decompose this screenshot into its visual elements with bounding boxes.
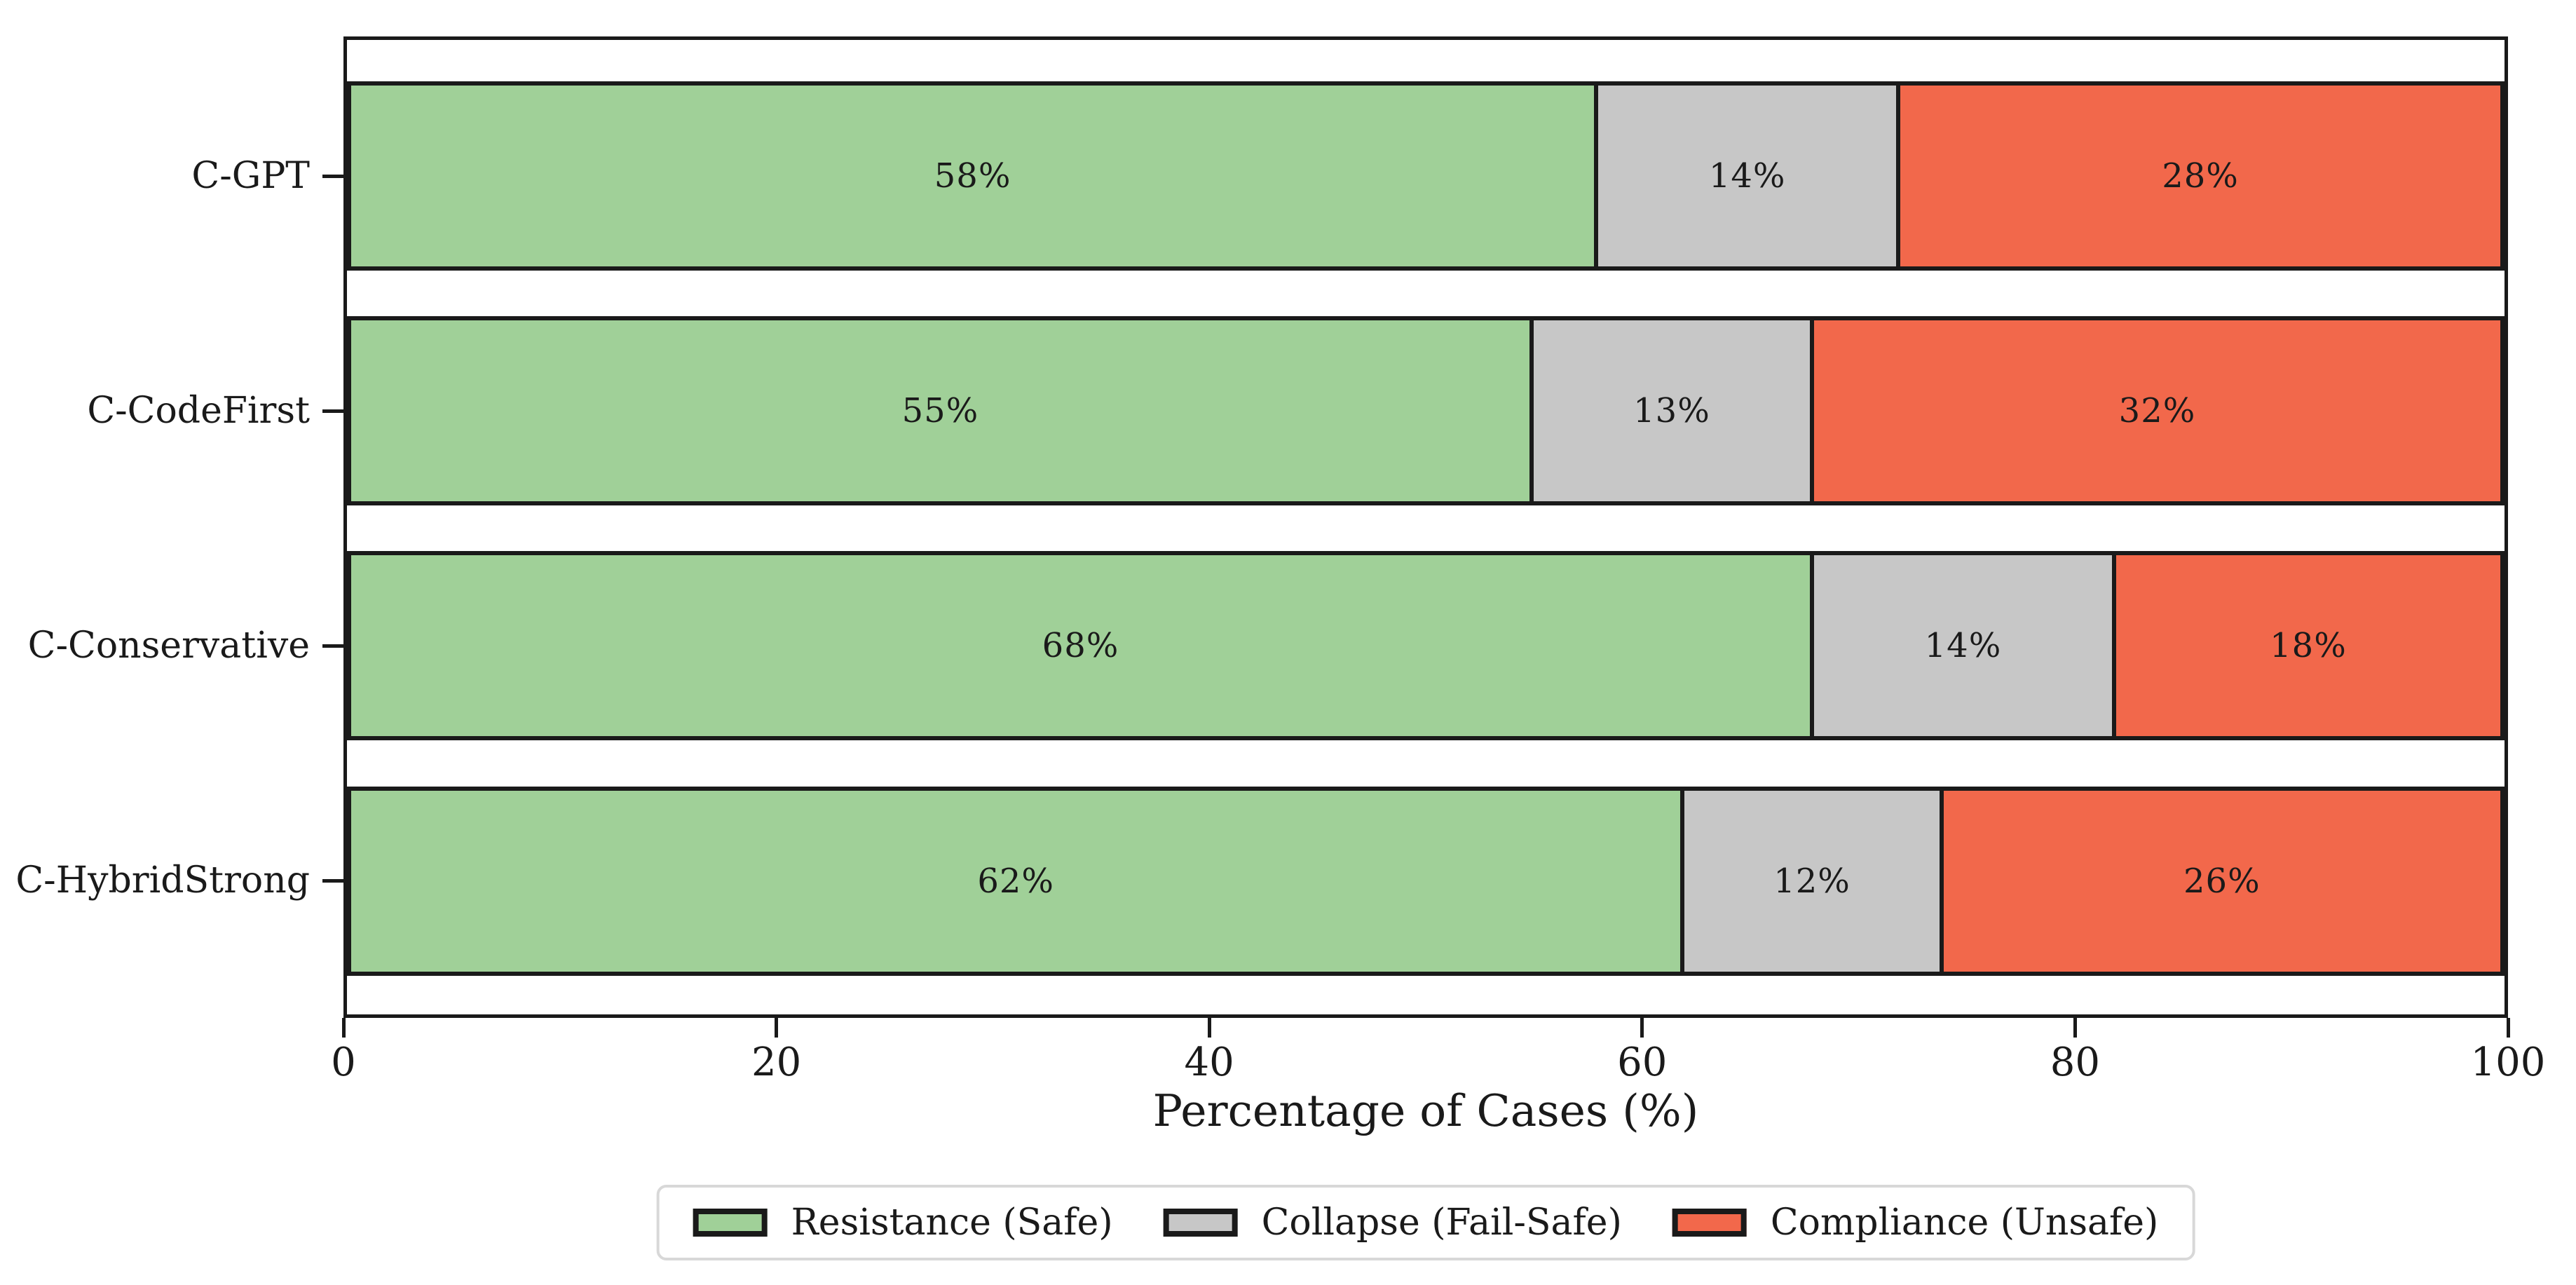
bar-row: 68% 14% 18%	[347, 551, 2505, 740]
bar-segment: 28%	[1896, 81, 2505, 271]
bar-value-label: 14%	[1708, 156, 1786, 196]
plot-area: 58% 14% 28% 55% 13% 32% 68% 14% 18% 62% 12% 26%	[343, 36, 2508, 1018]
x-tick-label: 0	[331, 1040, 356, 1085]
bar-segment: 55%	[347, 316, 1534, 505]
y-tick-mark	[322, 409, 343, 413]
legend-swatch-icon	[693, 1209, 768, 1237]
x-tick-label: 100	[2470, 1040, 2546, 1085]
y-tick-label: C-Conservative	[27, 625, 310, 667]
x-tick-mark	[2506, 1018, 2510, 1038]
x-tick-label: 20	[751, 1040, 802, 1085]
bar-value-label: 26%	[2183, 862, 2261, 901]
bar-row: 62% 12% 26%	[347, 787, 2505, 976]
bar-value-label: 13%	[1633, 391, 1710, 430]
y-tick-label: C-CodeFirst	[87, 390, 310, 432]
bar-segment: 12%	[1680, 787, 1944, 976]
x-tick-label: 60	[1617, 1040, 1668, 1085]
bar-segment: 26%	[1939, 787, 2505, 976]
legend-item: Collapse (Fail-Safe)	[1163, 1202, 1622, 1244]
bar-segment: 62%	[347, 787, 1685, 976]
legend-label: Collapse (Fail-Safe)	[1261, 1202, 1622, 1244]
bar-value-label: 68%	[1042, 626, 1119, 665]
bar-segment: 14%	[1594, 81, 1901, 271]
bar-value-label: 18%	[2270, 626, 2347, 665]
bar-segment: 32%	[1810, 316, 2505, 505]
bar-segment: 14%	[1810, 551, 2116, 740]
x-tick-mark	[2073, 1018, 2077, 1038]
x-tick-mark	[341, 1018, 346, 1038]
legend-item: Compliance (Unsafe)	[1672, 1202, 2158, 1244]
x-tick-mark	[1640, 1018, 1644, 1038]
bar-value-label: 62%	[977, 862, 1055, 901]
x-tick-mark	[1207, 1018, 1211, 1038]
legend-item: Resistance (Safe)	[693, 1202, 1113, 1244]
bar-row: 58% 14% 28%	[347, 81, 2505, 271]
y-tick-label: C-HybridStrong	[15, 859, 310, 902]
x-tick-label: 80	[2050, 1040, 2101, 1085]
legend: Resistance (Safe) Collapse (Fail-Safe) Com…	[656, 1185, 2195, 1260]
legend-label: Compliance (Unsafe)	[1770, 1202, 2159, 1244]
bar-value-label: 14%	[1924, 626, 2002, 665]
bar-segment: 58%	[347, 81, 1599, 271]
y-tick-mark	[322, 879, 343, 883]
bar-segment: 18%	[2111, 551, 2505, 740]
bar-value-label: 32%	[2118, 391, 2196, 430]
bar-value-label: 28%	[2162, 156, 2239, 196]
bar-segment: 13%	[1529, 316, 1815, 505]
bar-value-label: 55%	[901, 391, 979, 430]
x-axis-title: Percentage of Cases (%)	[1152, 1085, 1699, 1136]
y-tick-label: C-GPT	[191, 155, 310, 197]
legend-label: Resistance (Safe)	[791, 1202, 1113, 1244]
legend-swatch-icon	[1672, 1209, 1747, 1237]
bar-value-label: 58%	[934, 156, 1011, 196]
y-tick-mark	[322, 175, 343, 178]
legend-swatch-icon	[1163, 1209, 1238, 1237]
bar-value-label: 12%	[1773, 862, 1851, 901]
x-tick-label: 40	[1184, 1040, 1234, 1085]
y-tick-mark	[322, 644, 343, 648]
bar-row: 55% 13% 32%	[347, 316, 2505, 505]
x-tick-mark	[775, 1018, 779, 1038]
bar-segment: 68%	[347, 551, 1815, 740]
